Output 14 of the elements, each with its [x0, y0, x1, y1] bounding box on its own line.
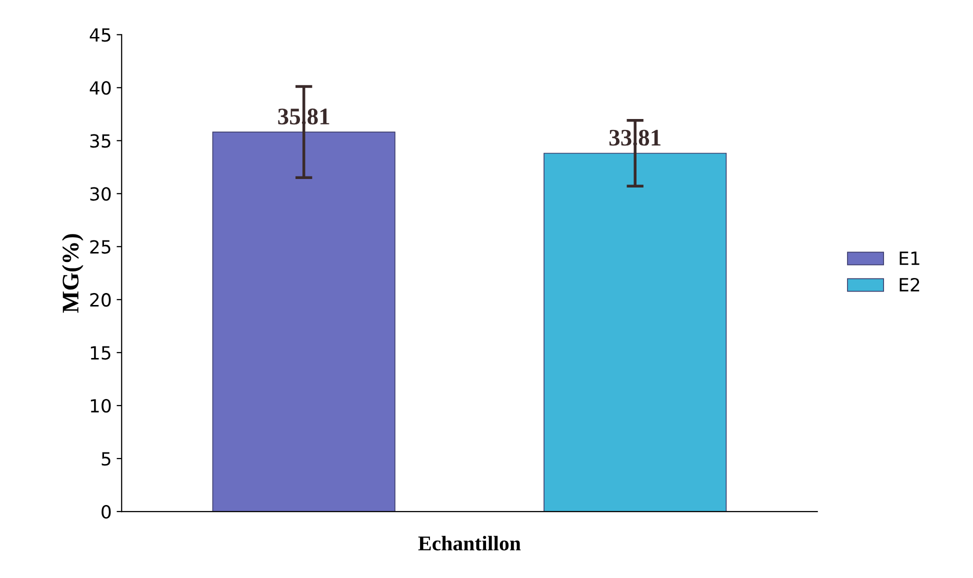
legend-label: E2: [900, 278, 920, 292]
y-tick-label: 25: [90, 240, 110, 254]
y-tick-label: 5: [102, 452, 110, 466]
y-tick-label: 35: [90, 134, 110, 148]
y-tick-label: 0: [102, 504, 111, 519]
legend-label: E1: [900, 252, 920, 265]
y-tick-label: 45: [90, 28, 110, 42]
y-tick-label: 15: [90, 346, 110, 360]
y-tick-label: 30: [90, 187, 111, 201]
y-tick-label: 10: [90, 399, 111, 413]
x-axis-title: Echantillon: [418, 536, 521, 550]
y-axis-title: MG(%): [62, 234, 84, 313]
y-tick-label: 20: [90, 293, 111, 307]
y-tick-label: 40: [90, 81, 111, 95]
